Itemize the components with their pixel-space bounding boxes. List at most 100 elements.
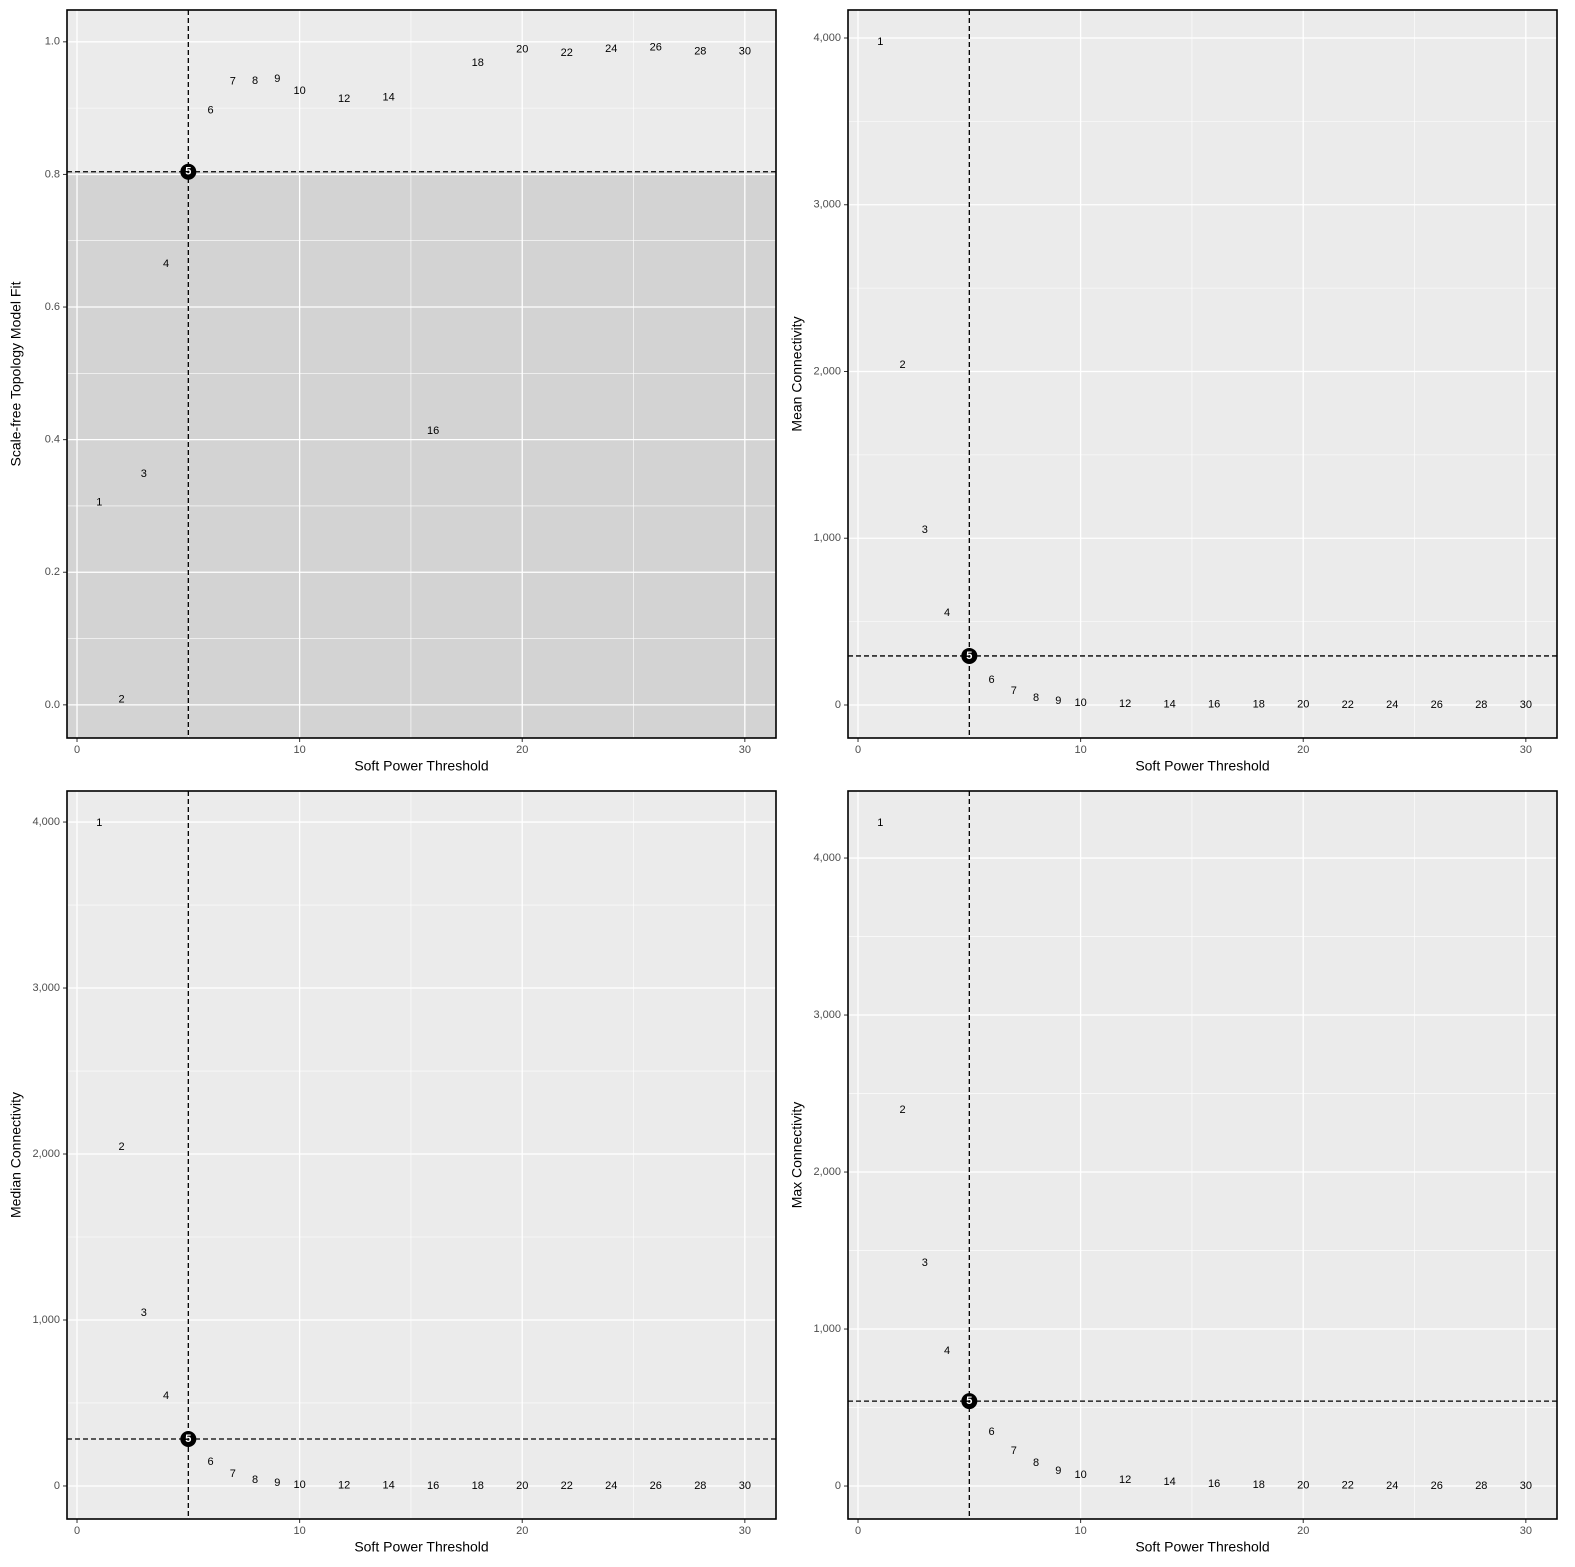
- y-tick-label: 3,000: [813, 1009, 841, 1021]
- point-label: 10: [293, 85, 305, 97]
- point-label: 6: [208, 1456, 214, 1468]
- point-label: 14: [1164, 1476, 1176, 1488]
- point-label: 9: [274, 73, 280, 85]
- y-tick-label: 1.0: [45, 36, 60, 48]
- point-label: 26: [1431, 699, 1443, 711]
- point-label: 20: [516, 44, 528, 56]
- y-tick-label: 4,000: [32, 816, 60, 828]
- y-tick-label: 1,000: [813, 532, 841, 544]
- y-tick-label: 0.4: [45, 434, 60, 446]
- point-label: 28: [1475, 1480, 1487, 1492]
- point-label: 7: [230, 76, 236, 88]
- point-label: 12: [1119, 698, 1131, 710]
- point-label: 1: [96, 817, 102, 829]
- point-label: 18: [472, 1480, 484, 1492]
- shaded-region: [67, 171, 776, 738]
- point-label: 22: [1342, 1480, 1354, 1492]
- point-label: 22: [561, 47, 573, 59]
- point-label: 5: [185, 1433, 191, 1445]
- point-label: 14: [1164, 698, 1176, 710]
- x-axis-label: Soft Power Threshold: [1135, 758, 1269, 774]
- point-label: 12: [338, 93, 350, 105]
- point-label: 5: [185, 166, 191, 178]
- y-tick-label: 1,000: [813, 1323, 841, 1335]
- point-label: 22: [1342, 699, 1354, 711]
- y-tick-label: 3,000: [813, 199, 841, 211]
- point-label: 2: [899, 359, 905, 371]
- point-label: 26: [650, 1480, 662, 1492]
- point-label: 2: [899, 1104, 905, 1116]
- point-label: 9: [274, 1477, 280, 1489]
- plot-border: [66, 790, 777, 1520]
- x-tick-label: 10: [1074, 1525, 1086, 1537]
- point-label: 8: [1033, 1457, 1039, 1469]
- plot-background: [848, 791, 1557, 1519]
- point-label: 24: [605, 43, 617, 55]
- point-label: 16: [427, 1480, 439, 1492]
- x-tick-label: 0: [855, 1525, 861, 1537]
- point-label: 30: [1520, 699, 1532, 711]
- point-label: 4: [944, 1345, 950, 1357]
- point-label: 20: [516, 1480, 528, 1492]
- point-label: 10: [1074, 697, 1086, 709]
- point-label: 9: [1055, 1465, 1061, 1477]
- highlight-point: [180, 163, 197, 180]
- point-label: 3: [922, 1257, 928, 1269]
- point-label: 10: [1074, 1469, 1086, 1481]
- x-axis-label: Soft Power Threshold: [354, 758, 488, 774]
- point-label: 20: [1297, 1479, 1309, 1491]
- y-tick-label: 0: [835, 699, 841, 711]
- point-label: 6: [989, 1426, 995, 1438]
- point-label: 30: [739, 46, 751, 58]
- x-axis-label: Soft Power Threshold: [1135, 1539, 1269, 1555]
- point-label: 16: [1208, 1478, 1220, 1490]
- point-label: 9: [1055, 695, 1061, 707]
- plot-border: [66, 9, 777, 739]
- x-tick-label: 30: [1520, 1525, 1532, 1537]
- x-tick-label: 30: [739, 744, 751, 756]
- point-label: 28: [1475, 699, 1487, 711]
- y-tick-label: 2,000: [813, 1166, 841, 1178]
- point-label: 7: [230, 1468, 236, 1480]
- point-label: 3: [141, 1307, 147, 1319]
- plot-background: [848, 10, 1557, 738]
- x-axis-label: Soft Power Threshold: [354, 1539, 488, 1555]
- x-tick-label: 0: [74, 744, 80, 756]
- highlight-point: [961, 1393, 978, 1410]
- point-label: 1: [96, 497, 102, 509]
- point-label: 26: [650, 42, 662, 54]
- point-label: 18: [1253, 699, 1265, 711]
- highlight-point: [180, 1430, 197, 1447]
- x-tick-label: 20: [516, 1525, 528, 1537]
- y-tick-label: 3,000: [32, 982, 60, 994]
- point-label: 16: [1208, 699, 1220, 711]
- plot-border: [847, 790, 1558, 1520]
- point-label: 7: [1011, 685, 1017, 697]
- x-tick-label: 10: [293, 744, 305, 756]
- point-label: 30: [739, 1480, 751, 1492]
- point-label: 4: [944, 607, 950, 619]
- y-axis-label: Median Connectivity: [8, 1092, 24, 1218]
- point-label: 30: [1520, 1480, 1532, 1492]
- point-label: 5: [966, 650, 972, 662]
- y-axis-label: Mean Connectivity: [789, 316, 805, 431]
- x-tick-label: 10: [293, 1525, 305, 1537]
- point-label: 16: [427, 425, 439, 437]
- highlight-point: [961, 647, 978, 664]
- y-tick-label: 0: [835, 1480, 841, 1492]
- plot-border: [847, 9, 1558, 739]
- x-tick-label: 20: [1297, 744, 1309, 756]
- x-tick-label: 10: [1074, 744, 1086, 756]
- x-tick-label: 30: [739, 1525, 751, 1537]
- point-label: 12: [338, 1480, 350, 1492]
- point-label: 18: [472, 57, 484, 69]
- x-tick-label: 0: [74, 1525, 80, 1537]
- y-tick-label: 0.6: [45, 301, 60, 313]
- point-label: 24: [605, 1480, 617, 1492]
- point-label: 18: [1253, 1479, 1265, 1491]
- point-label: 2: [118, 1141, 124, 1153]
- point-label: 14: [383, 91, 395, 103]
- point-label: 3: [922, 524, 928, 536]
